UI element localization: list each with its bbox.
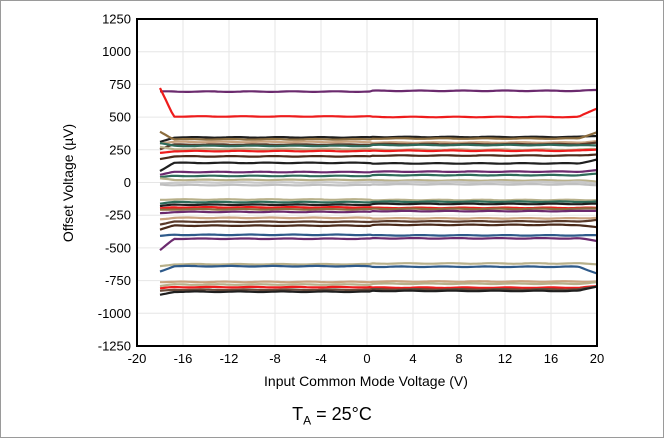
y-tick-label: 0 [124,175,131,190]
offset-series-line [159,182,598,187]
offset-series-line [159,285,598,292]
x-tick-label: 20 [590,351,604,366]
offset-series-line [159,177,598,183]
offset-series-line [159,285,598,290]
y-tick-label: 1250 [102,12,131,27]
offset-series-line [159,237,598,252]
offset-series-line [159,140,598,145]
offset-voltage-chart: 1250 1000 750 500 250 0 -250 -500 -750 -1000 -1250… [60,12,605,390]
x-tick-label: 4 [409,351,416,366]
y-tick-label: 500 [109,110,131,125]
offset-series-line [159,223,598,231]
y-tick-label: -1250 [98,339,131,354]
y-tick-label: 250 [109,142,131,157]
offset-series-line [159,209,598,215]
offset-series-line [159,169,598,176]
condition-value: = 25°C [311,404,372,424]
x-tick-labels: -20 -16 -12 -8 -4 0 4 8 12 16 20 [128,351,605,366]
offset-series-line [159,285,598,296]
offset-series-line [159,262,598,268]
offset-series-line [159,148,598,154]
offset-series-line [159,142,598,148]
offset-series-line [159,264,598,275]
offset-series-line [159,202,597,208]
x-tick-label: 0 [363,351,370,366]
offset-series-line [159,172,598,179]
offset-series-line [159,200,598,205]
x-tick-label: -16 [174,351,193,366]
offset-series-line [159,180,598,185]
offset-series-line [159,233,598,237]
y-tick-label: 1000 [102,44,131,59]
x-tick-label: 16 [544,351,558,366]
x-tick-label: -12 [220,351,239,366]
offset-series-line [159,153,598,161]
condition-subscript: A [303,413,312,428]
offset-series-line [159,88,597,94]
y-tick-label: -750 [105,273,131,288]
x-tick-label: 8 [455,351,462,366]
x-axis-title: Input Common Mode Voltage (V) [264,373,468,389]
x-tick-label: -8 [269,351,281,366]
y-tick-label: -250 [105,208,131,223]
x-tick-label: -4 [315,351,327,366]
offset-series-line [159,130,598,141]
temperature-condition: TA = 25°C [0,404,664,428]
offset-series-line [159,281,598,288]
offset-series-line [159,218,598,226]
y-tick-label: -500 [105,240,131,255]
offset-series-line [159,158,598,172]
offset-series-line [159,134,598,143]
series-lines [159,87,598,296]
x-tick-label: -20 [128,351,147,366]
offset-series-line [159,216,598,221]
offset-series-line [160,198,598,202]
x-tick-label: 12 [498,351,512,366]
y-tick-label: 750 [109,77,131,92]
offset-series-line [159,207,597,211]
offset-series-line [160,280,598,284]
y-tick-label: -1000 [98,306,131,321]
offset-series-line [159,87,598,119]
condition-symbol: T [292,404,304,424]
y-tick-labels: 1250 1000 750 500 250 0 -250 -500 -750 -1000 -1250 [98,12,131,354]
y-axis-title: Offset Voltage (µV) [60,124,76,242]
plot-area-border [136,18,598,347]
